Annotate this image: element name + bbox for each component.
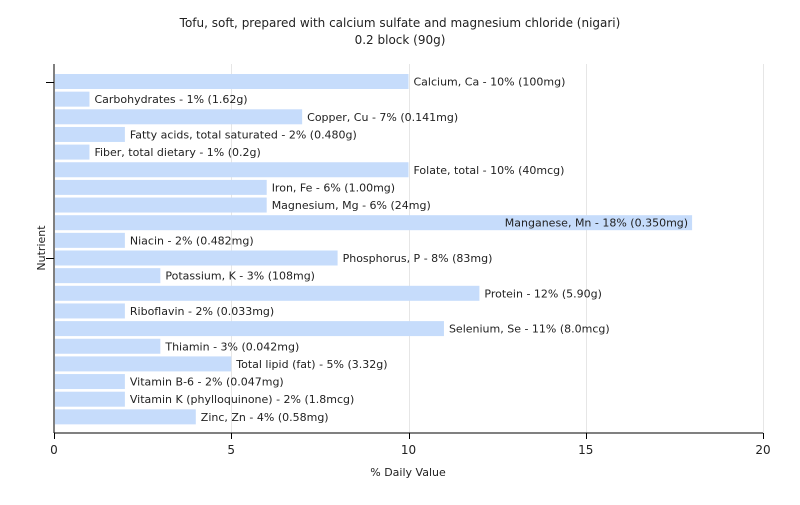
- bar: [55, 215, 693, 231]
- bar: [55, 356, 232, 372]
- bar: [55, 409, 196, 425]
- x-tick-label: 10: [401, 443, 416, 457]
- bar-label: Zinc, Zn - 4% (0.58mg): [201, 411, 329, 424]
- bar-label: Riboflavin - 2% (0.033mg): [130, 305, 274, 318]
- bar: [55, 338, 161, 354]
- x-tick-label: 0: [50, 443, 58, 457]
- x-tick-label: 15: [578, 443, 593, 457]
- bar-label: Calcium, Ca - 10% (100mg): [414, 76, 566, 89]
- bar-label: Niacin - 2% (0.482mg): [130, 234, 254, 247]
- bar: [55, 285, 480, 301]
- bar: [55, 126, 125, 142]
- x-axis-label: % Daily Value: [370, 466, 446, 479]
- bar-label: Fatty acids, total saturated - 2% (0.480…: [130, 128, 357, 141]
- chart-title: Tofu, soft, prepared with calcium sulfat…: [179, 16, 621, 30]
- grid-lines: [231, 64, 764, 433]
- chart-subtitle: 0.2 block (90g): [355, 33, 446, 47]
- x-tick-label: 5: [227, 443, 235, 457]
- x-tick-label: 20: [755, 443, 770, 457]
- bar: [55, 179, 267, 195]
- bar-label: Fiber, total dietary - 1% (0.2g): [94, 146, 260, 159]
- bar-label: Thiamin - 3% (0.042mg): [164, 340, 299, 353]
- bar: [55, 268, 161, 284]
- axes: 0 5 10 15 20: [46, 64, 771, 457]
- bar: [55, 232, 125, 248]
- bar: [55, 109, 303, 125]
- bar: [55, 374, 125, 390]
- bar: [55, 162, 409, 178]
- bar-label: Phosphorus, P - 8% (83mg): [343, 252, 493, 265]
- bar: [55, 144, 90, 160]
- bar-label: Vitamin K (phylloquinone) - 2% (1.8mcg): [130, 393, 354, 406]
- bar-label: Protein - 12% (5.90g): [484, 287, 602, 300]
- bar-label: Total lipid (fat) - 5% (3.32g): [235, 358, 387, 371]
- bar: [55, 250, 338, 266]
- bar-label: Carbohydrates - 1% (1.62g): [94, 93, 247, 106]
- bar-label: Copper, Cu - 7% (0.141mg): [307, 111, 458, 124]
- bar-label: Vitamin B-6 - 2% (0.047mg): [130, 376, 284, 389]
- bar: [55, 74, 409, 89]
- bar-label: Manganese, Mn - 18% (0.350mg): [505, 217, 688, 230]
- bar: [55, 91, 90, 107]
- bar: [55, 303, 125, 319]
- bars: Calcium, Ca - 10% (100mg) Carbohydrates -…: [55, 74, 693, 425]
- bar: [55, 197, 267, 213]
- bar-label: Potassium, K - 3% (108mg): [165, 270, 315, 283]
- bar-label: Iron, Fe - 6% (1.00mg): [272, 181, 395, 194]
- bar: [55, 391, 125, 407]
- bar-label: Folate, total - 10% (40mcg): [414, 164, 565, 177]
- bar: [55, 321, 444, 337]
- bar-label: Magnesium, Mg - 6% (24mg): [272, 199, 431, 212]
- bar-label: Selenium, Se - 11% (8.0mcg): [449, 323, 610, 336]
- y-axis-label: Nutrient: [35, 225, 48, 271]
